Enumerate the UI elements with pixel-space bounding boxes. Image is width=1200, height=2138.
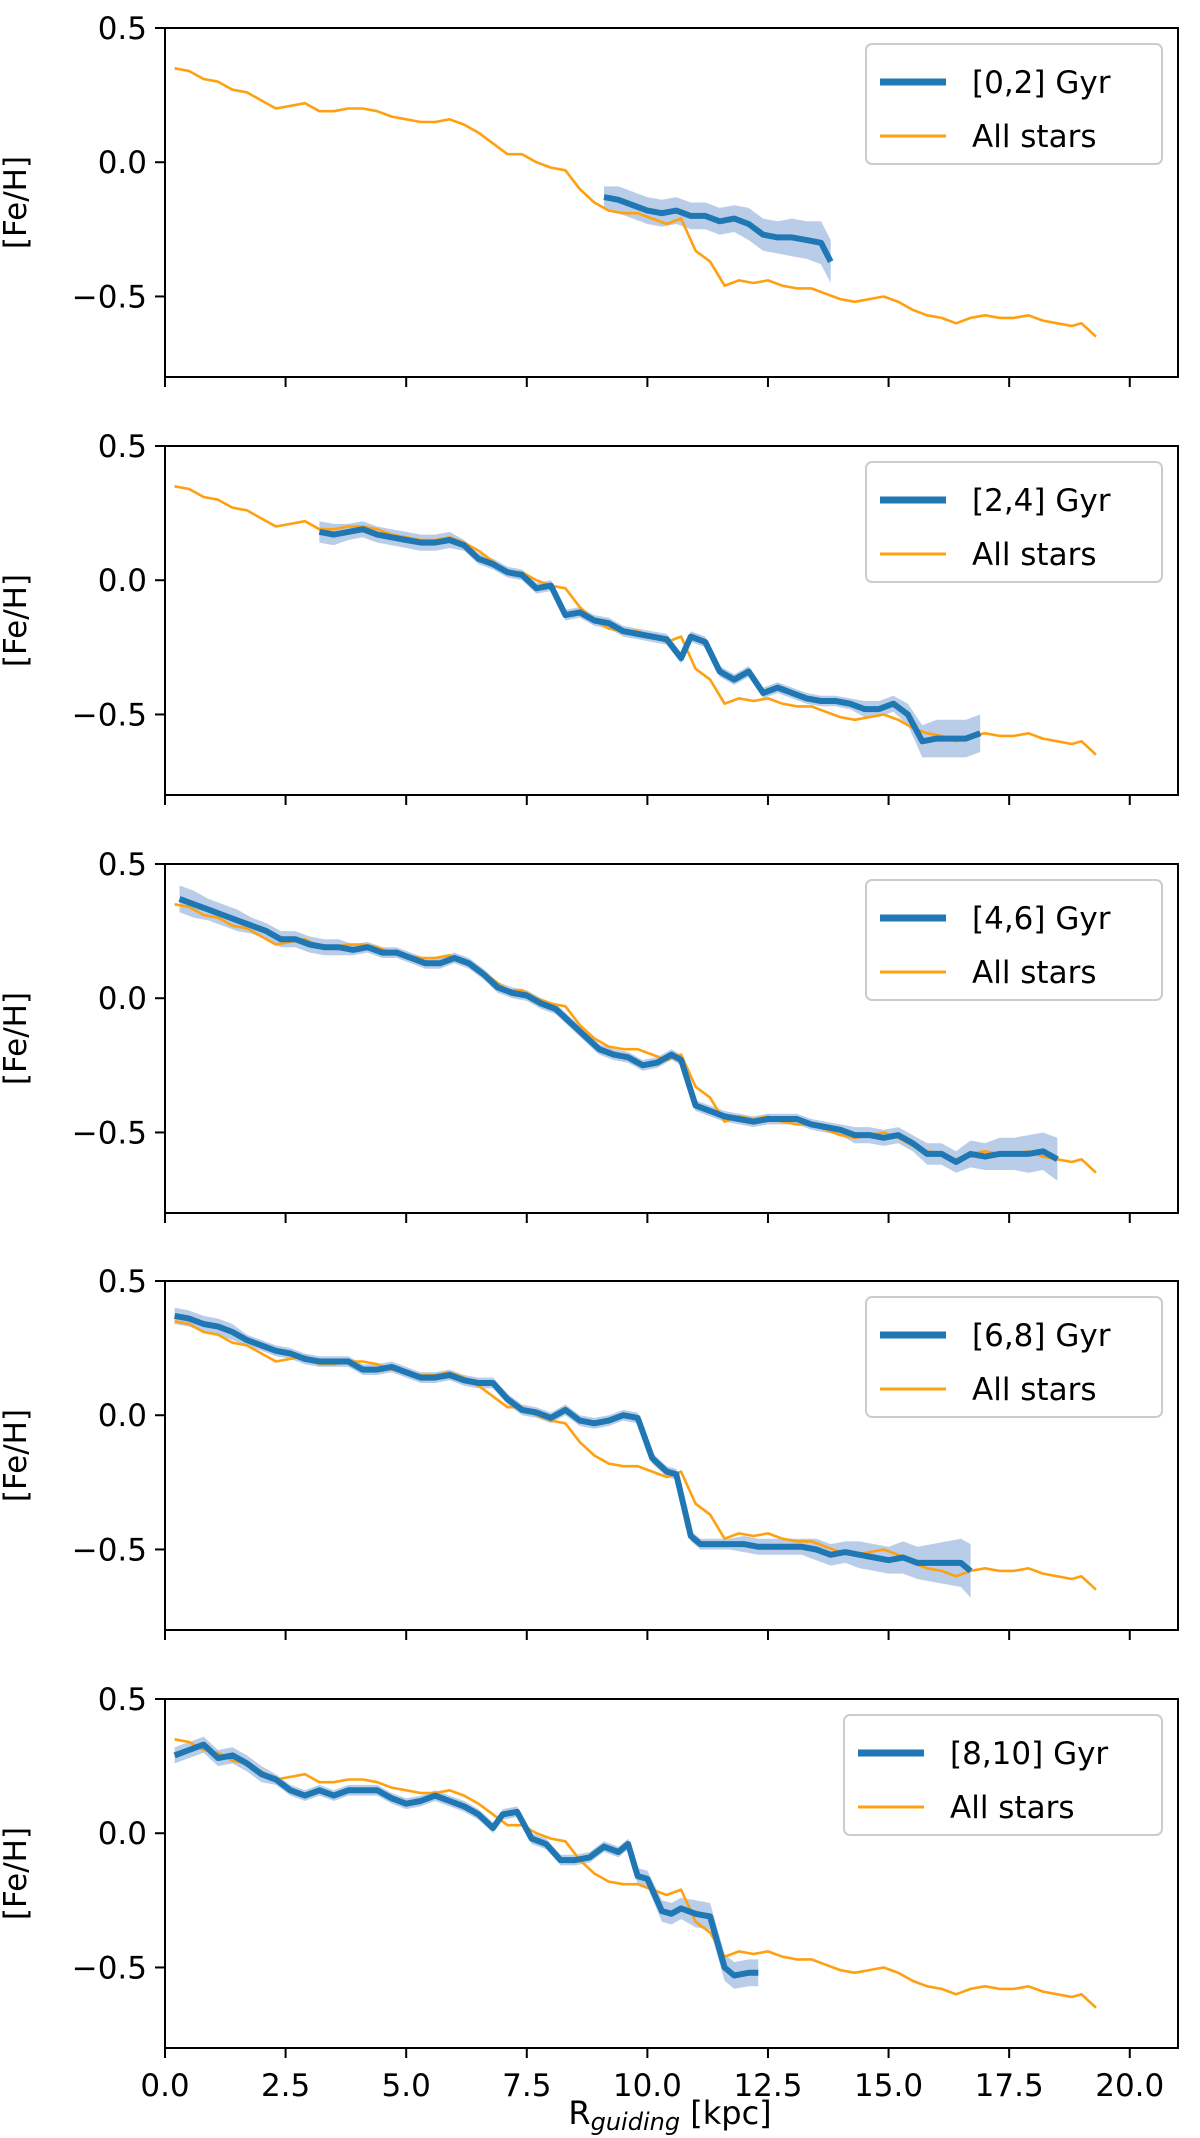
- y-tick-label: 0.5: [98, 847, 147, 883]
- y-tick-label: 0.0: [98, 1816, 147, 1852]
- legend-frame: [865, 879, 1163, 1001]
- panels: 0.5 0.0 −0.5 [Fe/H] [0,2] Gyr All stars 0.5 0.0…: [0, 11, 1179, 2104]
- x-tick-label: 12.5: [733, 2068, 802, 2104]
- panel-4: 0.5 0.0 −0.5 [Fe/H] [6,8] Gyr All stars: [0, 1264, 1179, 1640]
- y-axis-label: [Fe/H]: [0, 1827, 34, 1920]
- legend-label-age-bin: [4,6] Gyr: [972, 901, 1111, 937]
- legend-label-all-stars: All stars: [972, 537, 1096, 573]
- panel-2: 0.5 0.0 −0.5 [Fe/H] [2,4] Gyr All stars: [0, 429, 1179, 805]
- legend-frame: [865, 1296, 1163, 1418]
- x-tick-label: 2.5: [261, 2068, 310, 2104]
- y-tick-label: −0.5: [72, 279, 147, 315]
- y-tick-label: −0.5: [72, 1532, 147, 1568]
- y-tick-label: −0.5: [72, 1115, 147, 1151]
- series-line-age-bin: [174, 1312, 973, 1574]
- legend-label-age-bin: [8,10] Gyr: [950, 1736, 1108, 1772]
- legend-label-all-stars: All stars: [950, 1790, 1074, 1826]
- y-tick-label: 0.5: [98, 1682, 147, 1718]
- y-axis-label: [Fe/H]: [0, 992, 34, 1085]
- panel-1: 0.5 0.0 −0.5 [Fe/H] [0,2] Gyr All stars: [0, 11, 1179, 387]
- plot-frame: [164, 1280, 1179, 1631]
- y-tick-label: 0.5: [98, 429, 147, 465]
- y-axis-label: [Fe/H]: [0, 574, 34, 667]
- legend-label-all-stars: All stars: [972, 955, 1096, 991]
- series-line-age-bin: [173, 1741, 759, 1979]
- confidence-band: [604, 186, 831, 283]
- legend-label-age-bin: [6,8] Gyr: [972, 1318, 1111, 1354]
- legend: [4,6] Gyr All stars: [865, 879, 1163, 1001]
- x-tick-label: 7.5: [502, 2068, 551, 2104]
- legend-frame: [843, 1714, 1163, 1836]
- y-tick-label: 0.0: [98, 981, 147, 1017]
- series-line-age-bin: [318, 526, 982, 745]
- plot-frame: [164, 863, 1179, 1214]
- legend: [2,4] Gyr All stars: [865, 461, 1163, 583]
- y-axis-label: [Fe/H]: [0, 1409, 34, 1502]
- x-axis-label-prefix: R: [568, 2094, 590, 2132]
- x-axis-label: Rguiding [kpc]: [568, 2094, 771, 2136]
- legend: [6,8] Gyr All stars: [865, 1296, 1163, 1418]
- legend-frame: [865, 461, 1163, 583]
- y-tick-label: −0.5: [72, 1950, 147, 1986]
- x-tick-label: 5.0: [382, 2068, 431, 2104]
- plot-frame: [164, 1698, 1179, 2049]
- legend-label-all-stars: All stars: [972, 1372, 1096, 1408]
- plot-frame: [164, 27, 1179, 378]
- x-tick-label: 15.0: [854, 2068, 923, 2104]
- y-tick-label: 0.0: [98, 563, 147, 599]
- legend-label-age-bin: [0,2] Gyr: [972, 65, 1111, 101]
- panel-5: 0.5 0.0 −0.5 0.0 2.5 5.0 7.5 10.0 12.5 15.0 17.5 20…: [0, 1682, 1179, 2104]
- y-tick-label: 0.5: [98, 11, 147, 47]
- series-line-all-stars: [174, 1738, 1097, 2009]
- series-line-age-bin: [603, 194, 834, 263]
- confidence-band: [174, 1307, 971, 1598]
- x-tick-label: 20.0: [1095, 2068, 1164, 2104]
- y-tick-label: 0.5: [98, 1264, 147, 1300]
- x-axis-label-subscript: guiding: [591, 2108, 680, 2136]
- plot-frame: [164, 445, 1179, 796]
- legend: [0,2] Gyr All stars: [865, 43, 1163, 165]
- series-line-age-bin: [178, 896, 1059, 1165]
- y-tick-label: 0.0: [98, 145, 147, 181]
- x-tick-label: 0.0: [140, 2068, 189, 2104]
- x-tick-label: 17.5: [975, 2068, 1044, 2104]
- x-axis-label-suffix: [kpc]: [680, 2094, 772, 2132]
- legend-label-all-stars: All stars: [972, 119, 1096, 155]
- legend-frame: [865, 43, 1163, 165]
- y-axis-label: [Fe/H]: [0, 156, 34, 249]
- panel-3: 0.5 0.0 −0.5 [Fe/H] [4,6] Gyr All stars: [0, 847, 1179, 1223]
- legend: [8,10] Gyr All stars: [843, 1714, 1163, 1836]
- series-line-all-stars: [174, 67, 1097, 338]
- x-tick-label: 10.0: [613, 2068, 682, 2104]
- legend-label-age-bin: [2,4] Gyr: [972, 483, 1111, 519]
- y-tick-label: 0.0: [98, 1398, 147, 1434]
- y-tick-label: −0.5: [72, 697, 147, 733]
